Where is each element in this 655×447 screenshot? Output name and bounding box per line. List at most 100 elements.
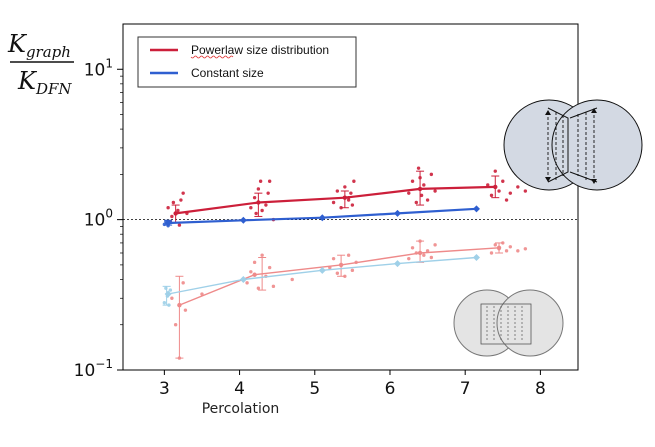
- point-large-powerlaw-36: [429, 172, 434, 177]
- point-small-powerlaw-31: [489, 251, 494, 255]
- point-large-powerlaw-20: [335, 189, 340, 193]
- point-large-powerlaw-22: [343, 185, 347, 189]
- point-small-powerlaw-21: [350, 268, 355, 273]
- point-small-powerlaw-14: [290, 277, 294, 282]
- y-tick-label-−1: 10−1: [74, 357, 113, 381]
- point-large-powerlaw-4: [176, 208, 180, 213]
- point-large-powerlaw-40: [493, 169, 497, 173]
- point-small-powerlaw-7: [249, 270, 253, 274]
- y-tick-label-1: 101: [84, 56, 113, 80]
- legend-spellcheck-underline: [190, 55, 234, 59]
- point-small-powerlaw-24: [410, 246, 415, 250]
- point-small-powerlaw-0: [170, 296, 174, 300]
- x-tick-label-5: 5: [309, 379, 320, 399]
- mean-marker-large-constant-0: [164, 219, 172, 227]
- point-large-powerlaw-35: [425, 198, 430, 202]
- point-large-powerlaw-24: [349, 191, 353, 195]
- point-large-powerlaw-25: [350, 203, 355, 207]
- point-large-powerlaw-9: [249, 206, 253, 210]
- point-large-powerlaw-43: [504, 198, 509, 202]
- series-line-small-constant: [167, 256, 477, 295]
- point-large-powerlaw-23: [346, 198, 351, 202]
- ylabel-denominator-sub: DFN: [35, 80, 72, 98]
- point-large-powerlaw-38: [486, 183, 490, 187]
- point-large-powerlaw-0: [166, 206, 170, 210]
- point-large-powerlaw-5: [177, 223, 182, 227]
- plot-area: [123, 166, 578, 360]
- point-large-powerlaw-6: [179, 198, 183, 202]
- point-large-powerlaw-42: [501, 179, 505, 183]
- inset-small-disks: [453, 289, 564, 357]
- y-axis-label: Kgraph KDFN: [7, 30, 74, 98]
- point-small-powerlaw-6: [245, 281, 249, 285]
- point-large-powerlaw-2: [170, 214, 174, 219]
- inset-large-disks: [503, 99, 643, 191]
- point-large-powerlaw-41: [497, 189, 501, 193]
- point-small-powerlaw-3: [181, 281, 185, 285]
- point-large-powerlaw-11: [254, 211, 258, 216]
- point-large-powerlaw-19: [331, 200, 336, 205]
- mean-marker-small-powerlaw-4: [496, 245, 502, 250]
- inset-small-overlap-region: [480, 303, 532, 345]
- axes: 3 4 5 6 7 8 Percolation 10−1 100 101: [74, 23, 579, 417]
- x-axis-label: Percolation: [202, 401, 280, 417]
- point-large-powerlaw-13: [258, 179, 263, 183]
- point-small-powerlaw-16: [331, 256, 336, 261]
- inset-large-disk-right: [551, 99, 643, 191]
- ylabel-numerator: K: [7, 30, 28, 58]
- point-small-powerlaw-38: [523, 247, 528, 251]
- point-small-powerlaw-10: [260, 253, 264, 257]
- inset-large-arrowheads: [545, 108, 597, 184]
- point-large-powerlaw-17: [267, 179, 272, 183]
- x-tick-label-4: 4: [234, 379, 245, 399]
- mean-marker-small-constant-1: [239, 275, 247, 283]
- point-small-powerlaw-1: [173, 323, 178, 327]
- point-large-powerlaw-45: [516, 185, 520, 189]
- inset-small-flow-lines: [486, 306, 523, 342]
- mean-marker-small-powerlaw-2: [338, 262, 344, 268]
- point-large-powerlaw-33: [419, 193, 424, 198]
- mean-marker-large-powerlaw-1: [256, 200, 261, 205]
- point-large-powerlaw-44: [508, 191, 513, 195]
- x-tick-label-8: 8: [535, 379, 546, 399]
- point-small-constant-4: [168, 288, 173, 292]
- mean-marker-small-powerlaw-0: [177, 302, 182, 308]
- point-small-powerlaw-12: [267, 265, 272, 270]
- mean-marker-large-powerlaw-3: [417, 186, 423, 192]
- mean-marker-small-constant-2: [318, 266, 326, 274]
- point-small-powerlaw-29: [429, 255, 434, 260]
- point-small-powerlaw-27: [422, 253, 426, 257]
- mean-marker-large-constant-4: [472, 205, 480, 213]
- point-small-powerlaw-9: [256, 286, 261, 290]
- mean-marker-small-powerlaw-1: [252, 272, 257, 277]
- point-small-powerlaw-35: [504, 249, 509, 253]
- mean-marker-large-constant-2: [318, 214, 326, 222]
- x-tick-label-7: 7: [460, 379, 471, 399]
- y-tick-label-0: 100: [84, 207, 113, 231]
- ylabel-numerator-sub: graph: [26, 43, 71, 61]
- legend-box: [137, 36, 357, 88]
- ylabel-denominator: K: [17, 67, 38, 95]
- point-small-powerlaw-36: [508, 245, 513, 249]
- legend-label-powerlaw: Powerlaw size distribution: [191, 43, 329, 57]
- point-large-powerlaw-34: [422, 183, 426, 187]
- point-small-powerlaw-17: [335, 271, 340, 275]
- legend-label-constant: Constant size: [191, 66, 264, 80]
- mean-marker-large-powerlaw-0: [173, 211, 178, 216]
- point-large-powerlaw-31: [416, 166, 421, 170]
- mean-marker-small-constant-3: [394, 260, 402, 268]
- point-small-powerlaw-13: [271, 284, 276, 289]
- point-large-powerlaw-3: [171, 200, 176, 205]
- point-large-powerlaw-7: [181, 191, 185, 195]
- point-small-powerlaw-30: [433, 243, 437, 247]
- inset-small-disk-right: [496, 289, 564, 357]
- point-small-constant-0: [162, 301, 167, 305]
- point-small-powerlaw-20: [346, 253, 351, 257]
- point-large-powerlaw-30: [414, 200, 419, 205]
- point-large-powerlaw-29: [410, 179, 415, 183]
- point-large-powerlaw-12: [256, 187, 261, 191]
- point-small-powerlaw-32: [493, 243, 497, 247]
- point-large-powerlaw-10: [252, 195, 257, 200]
- point-small-powerlaw-4: [183, 308, 188, 312]
